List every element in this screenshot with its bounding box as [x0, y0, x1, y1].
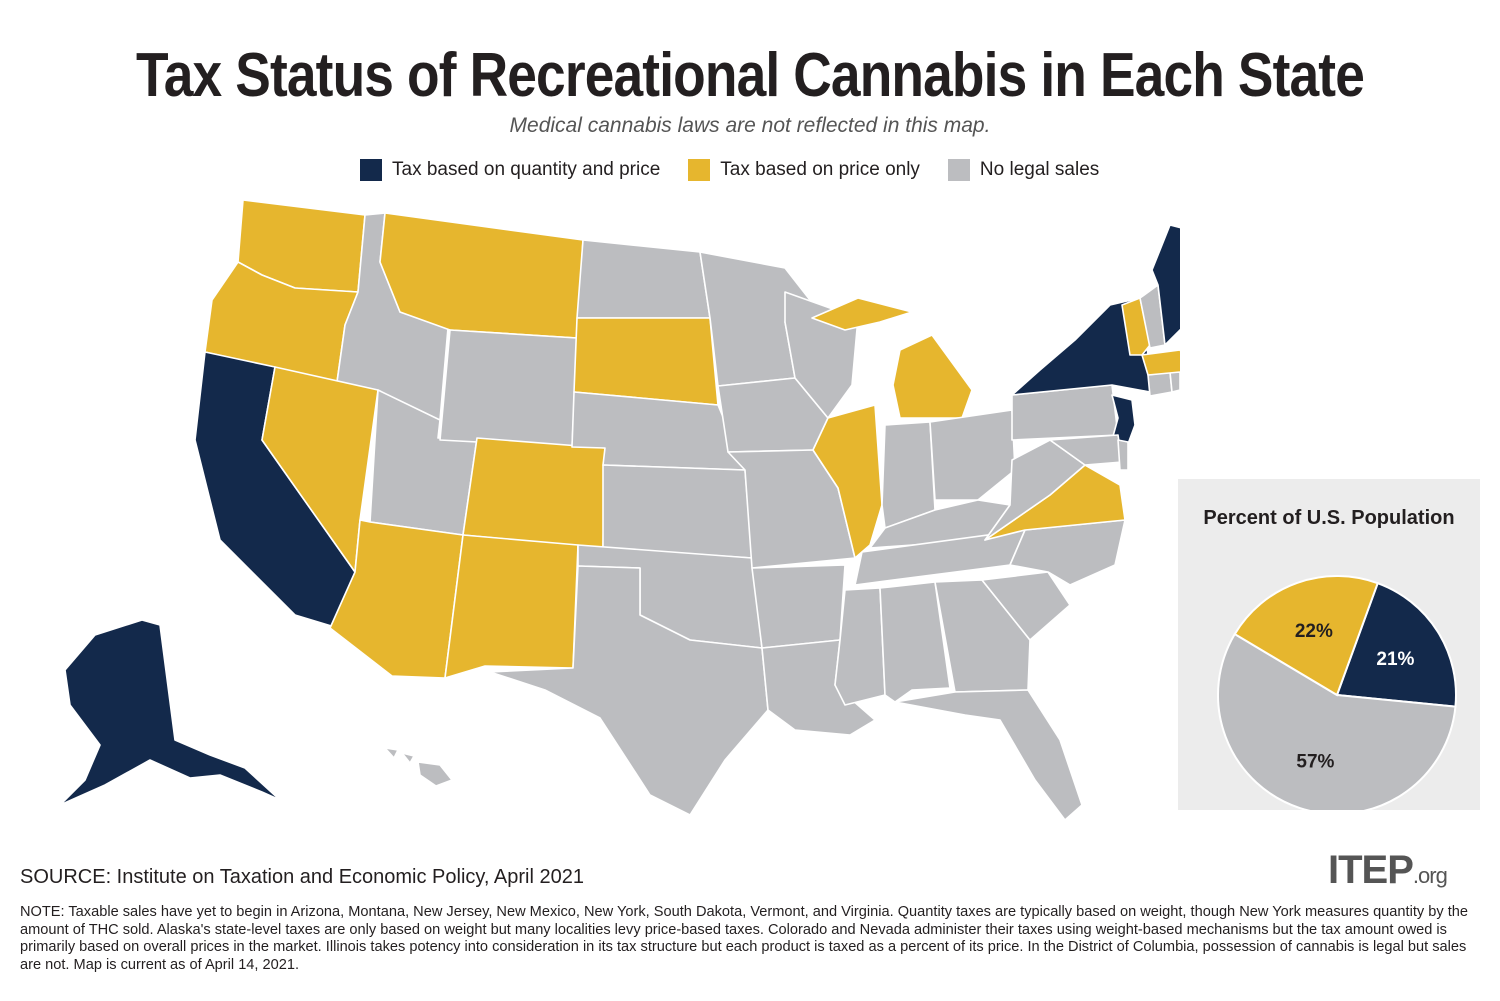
- legend-item-no-sales: No legal sales: [947, 159, 1100, 181]
- page-title: Tax Status of Recreational Cannabis in E…: [135, 41, 1365, 110]
- footnote: NOTE: Taxable sales have yet to begin in…: [20, 904, 1468, 973]
- state-ar: [751, 564, 846, 649]
- state-fl: [894, 689, 1083, 821]
- state-me: [1151, 224, 1180, 346]
- legend-label-quantity-price: Tax based on quantity and price: [392, 159, 661, 180]
- legend-label-price-only: Tax based on price only: [720, 159, 920, 180]
- legend-swatch-no-sales: [947, 159, 970, 181]
- itep-logo: ITEP.org: [1328, 848, 1448, 893]
- state-ma: [1141, 349, 1180, 376]
- state-ks: [602, 464, 753, 559]
- state-hi: [384, 747, 453, 787]
- pie-label-2: 22%: [1295, 621, 1333, 642]
- pie-label-0: 21%: [1376, 649, 1414, 670]
- population-pie-panel: Percent of U.S. Population 21% 57% 22%: [1178, 479, 1480, 810]
- state-sd: [573, 317, 719, 406]
- logo-suffix: .org: [1412, 863, 1448, 888]
- state-wy: [439, 329, 578, 448]
- state-ri: [1169, 371, 1180, 393]
- state-ga: [934, 579, 1031, 693]
- population-pie-chart: 21% 57% 22%: [1217, 575, 1457, 810]
- state-mi: [811, 297, 973, 419]
- legend-label-no-sales: No legal sales: [979, 159, 1100, 180]
- state-nm: [444, 534, 579, 679]
- us-states-map: [59, 199, 1180, 821]
- state-nd: [576, 239, 711, 319]
- state-sc: [981, 571, 1071, 641]
- state-ct: [1147, 371, 1173, 397]
- pie-slice-2: [1233, 575, 1379, 697]
- state-de: [1117, 439, 1129, 471]
- pie-label-1: 57%: [1296, 752, 1334, 773]
- legend: Tax based on quantity and price Tax base…: [360, 156, 1127, 184]
- pie-title: Percent of U.S. Population: [1203, 507, 1455, 529]
- legend-swatch-quantity-price: [360, 159, 382, 181]
- logo-main: ITEP: [1328, 848, 1414, 892]
- state-ak: [59, 619, 281, 806]
- source-text: SOURCE: Institute on Taxation and Econom…: [20, 866, 584, 888]
- legend-item-price-only: Tax based on price only: [688, 159, 920, 181]
- page-subtitle: Medical cannabis laws are not reflected …: [509, 114, 991, 137]
- state-tx: [489, 565, 769, 816]
- pie-slice-1: [1217, 632, 1457, 810]
- legend-swatch-price-only: [688, 159, 711, 181]
- legend-item-quantity-price: Tax based on quantity and price: [360, 159, 660, 181]
- state-co: [462, 437, 606, 549]
- state-oh: [929, 409, 1016, 501]
